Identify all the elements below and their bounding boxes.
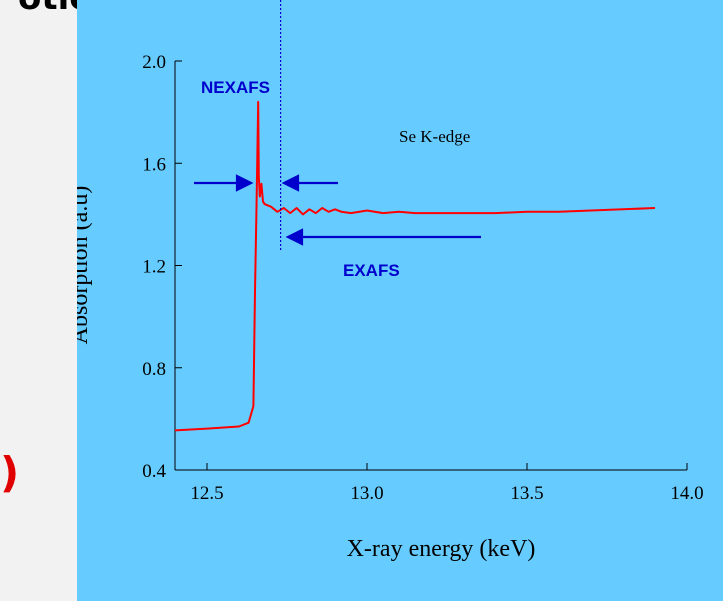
nexafs-arrow-right-head <box>281 174 300 192</box>
x-tick-label: 12.5 <box>190 483 223 504</box>
chart-panel: 0.4 0.8 1.2 1.6 2.0 12.5 13.0 13.5 14.0 NEXAFS E… <box>77 0 723 601</box>
nexafs-arrow-left-head <box>235 174 254 192</box>
series-group <box>174 100 656 432</box>
y-tick-label: 1.6 <box>142 154 166 175</box>
x-axis-label: X-ray energy (keV) <box>347 536 536 562</box>
nexafs-label: NEXAFS <box>201 78 270 97</box>
absorption-chart: 0.4 0.8 1.2 1.6 2.0 12.5 13.0 13.5 14.0 NEXAFS E… <box>77 0 723 601</box>
tick-group: 0.4 0.8 1.2 1.6 2.0 12.5 13.0 13.5 14.0 <box>142 52 703 504</box>
sample-label: Se K-edge <box>399 127 470 146</box>
exafs-arrow-head <box>285 228 304 246</box>
y-axis-label: Absorption (a.u) <box>77 186 93 345</box>
x-tick-label: 13.5 <box>510 483 543 504</box>
x-tick-label: 14.0 <box>670 483 703 504</box>
exafs-label: EXAFS <box>343 261 400 280</box>
y-tick-label: 2.0 <box>142 52 166 73</box>
arrow-group <box>194 174 481 246</box>
chart-background <box>77 0 723 601</box>
y-tick-label: 0.4 <box>142 461 166 482</box>
y-tick-label: 1.2 <box>142 257 166 278</box>
x-tick-label: 13.0 <box>350 483 383 504</box>
slide-text-fragment-left: ) <box>0 448 20 497</box>
absorption-series-line <box>174 100 656 432</box>
y-tick-label: 0.8 <box>142 359 166 380</box>
